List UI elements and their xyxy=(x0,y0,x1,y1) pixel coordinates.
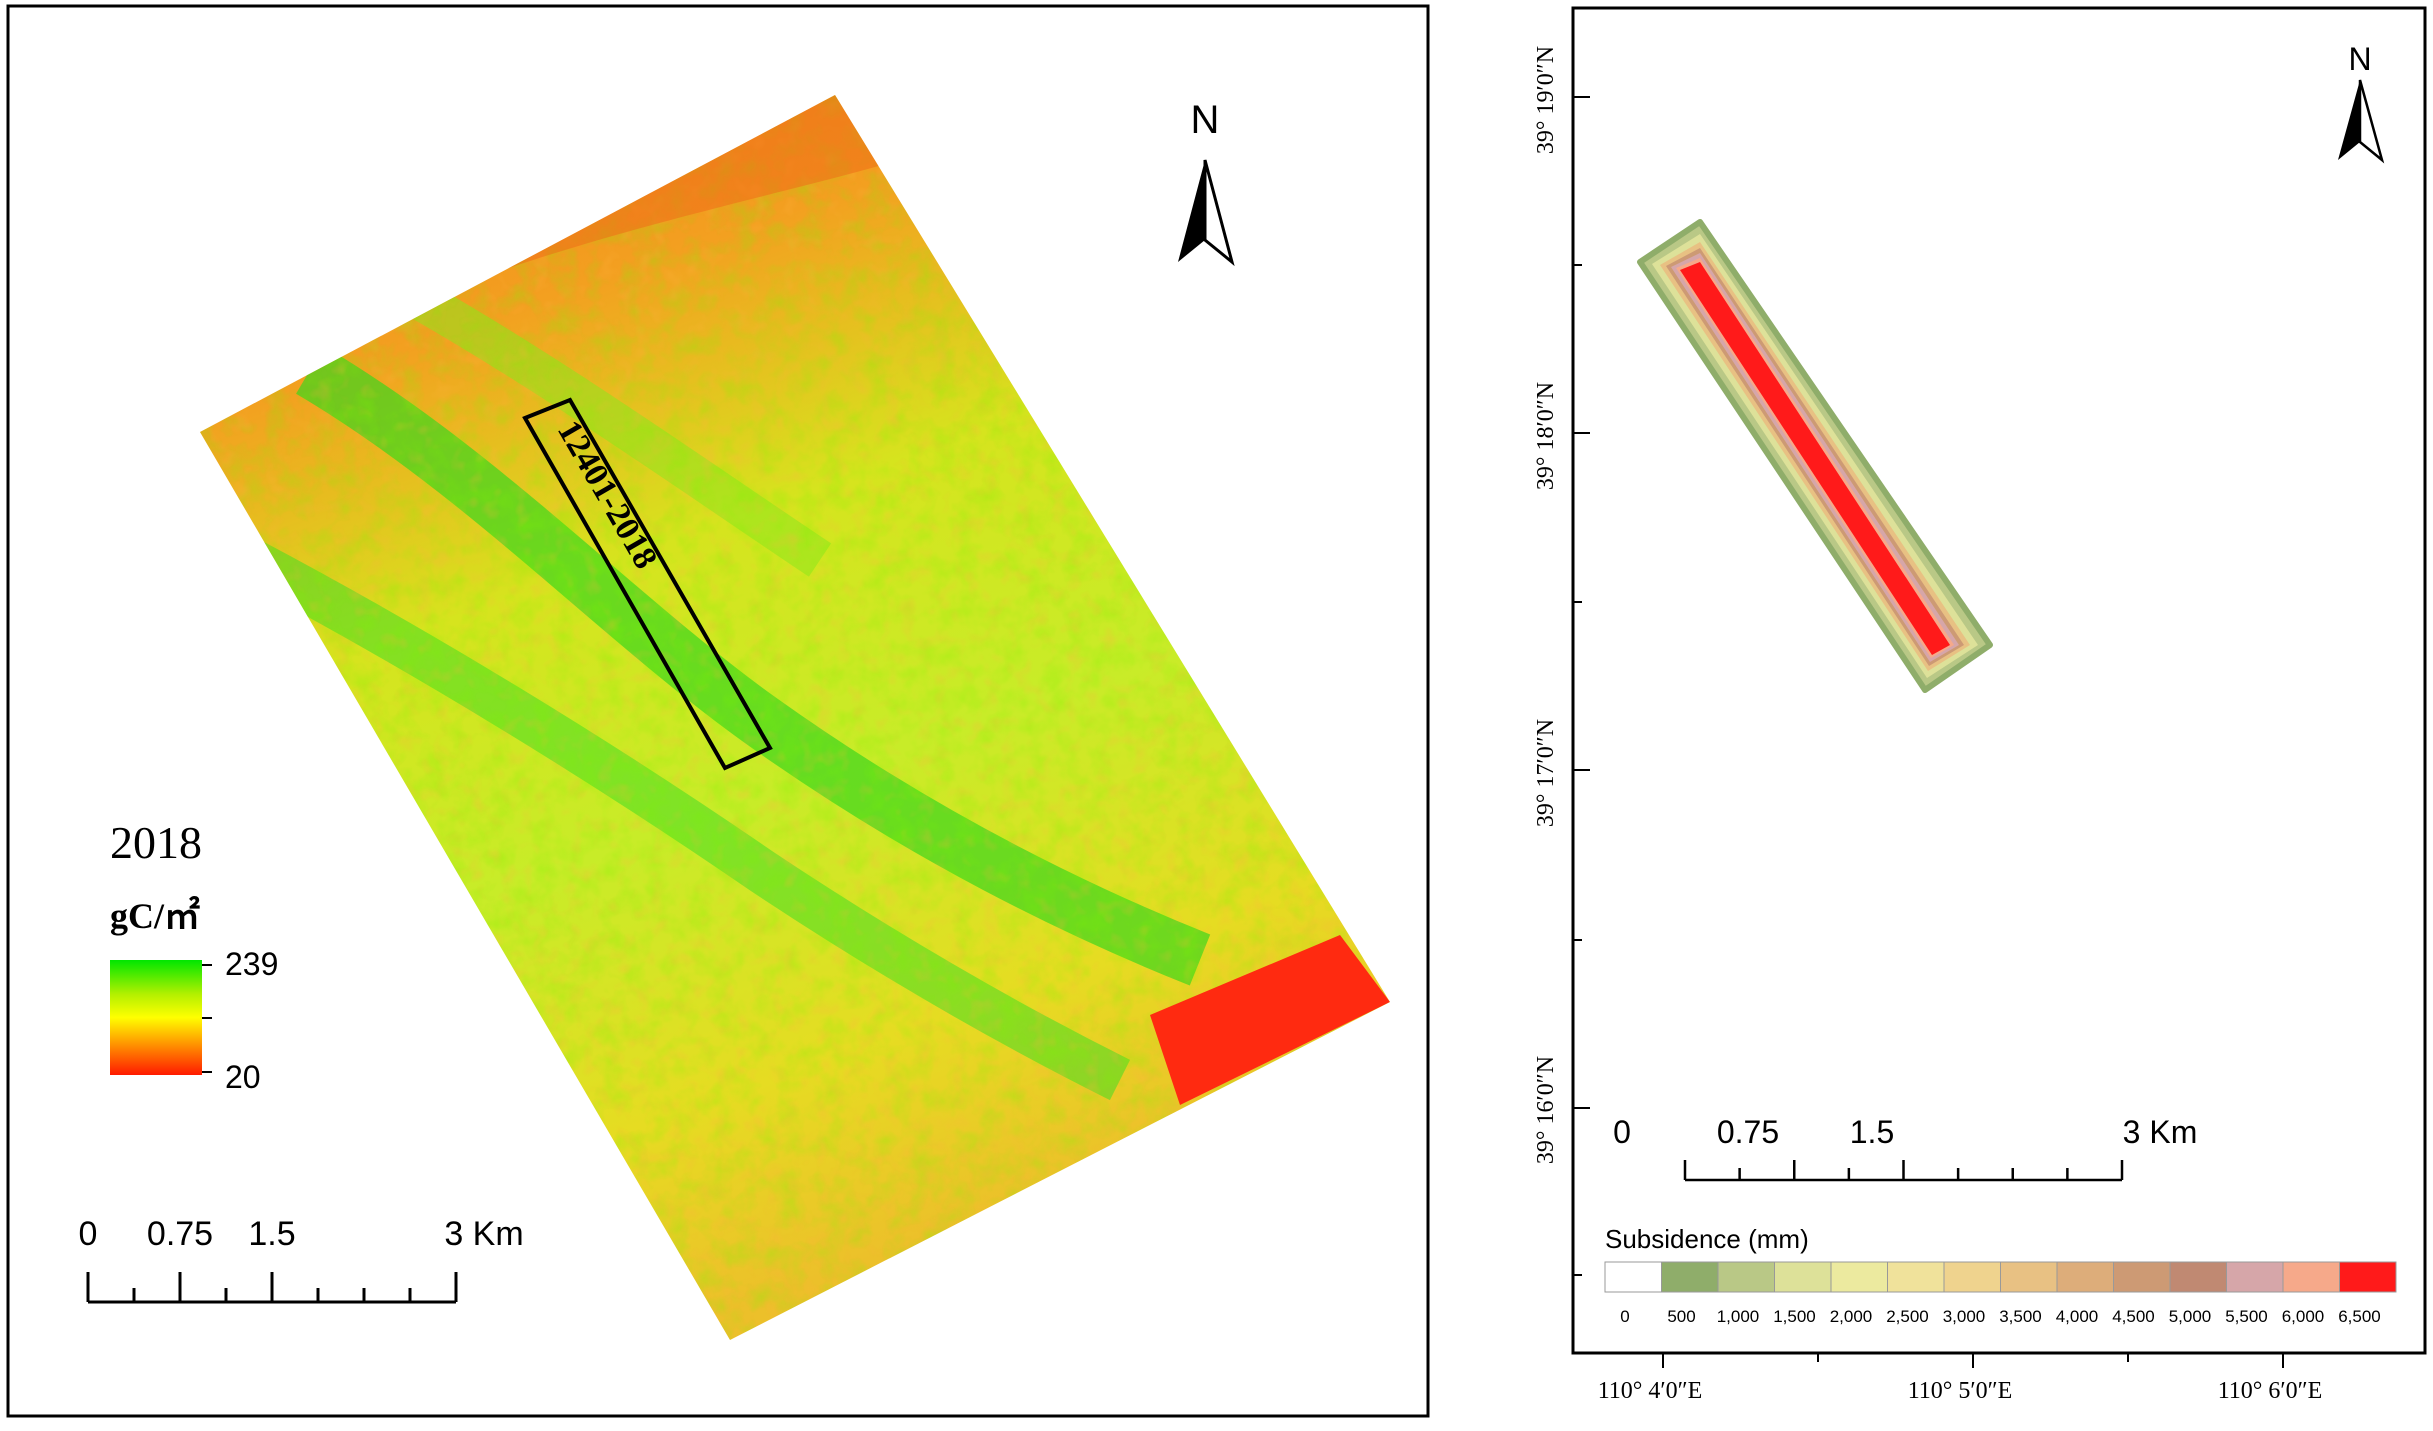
subsidence-class-label: 500 xyxy=(1667,1307,1695,1326)
left-scale-bar: 0 0.75 1.5 3 Km xyxy=(79,1215,524,1304)
subsidence-class-label: 1,000 xyxy=(1717,1307,1760,1326)
scale-tick-3: 3 Km xyxy=(444,1215,523,1253)
subsidence-class-label: 3,500 xyxy=(1999,1307,2042,1326)
subsidence-class-label: 5,000 xyxy=(2169,1307,2212,1326)
legend-year: 2018 xyxy=(110,817,202,868)
scale-tick-1: 0.75 xyxy=(147,1215,213,1253)
subsidence-class-swatch xyxy=(1774,1261,1832,1293)
subsidence-class-label: 2,500 xyxy=(1886,1307,1929,1326)
legend-min: 20 xyxy=(225,1059,261,1095)
subsidence-class-swatch xyxy=(2056,1261,2114,1293)
lon-label-1: 110° 4′0″E xyxy=(1598,1378,1703,1404)
subsidence-class-label: 4,500 xyxy=(2112,1307,2155,1326)
scale-tick-2: 1.5 xyxy=(248,1215,295,1253)
lat-label-2: 39° 18′0″N xyxy=(1533,382,1559,490)
subsidence-class-label: 6,000 xyxy=(2282,1307,2325,1326)
subsidence-class-label: 6,500 xyxy=(2338,1307,2381,1326)
subsidence-class-label: 5,500 xyxy=(2225,1307,2268,1326)
subsidence-basin xyxy=(1637,219,1993,693)
subsidence-class-label: 0 xyxy=(1620,1307,1629,1326)
subsidence-class-swatch xyxy=(2226,1261,2284,1293)
subsidence-legend: Subsidence (mm) 0 500 1,000 1,500 2,000 2,500… xyxy=(1604,1224,2397,1326)
subsidence-class-label: 2,000 xyxy=(1830,1307,1873,1326)
subsidence-class-label: 4,000 xyxy=(2056,1307,2099,1326)
subsidence-class-swatch xyxy=(2169,1261,2227,1293)
subsidence-class-swatch xyxy=(1887,1261,1945,1293)
subsidence-class-swatch xyxy=(1717,1261,1775,1293)
subsidence-class-swatch xyxy=(1661,1261,1719,1293)
subsidence-class-label: 3,000 xyxy=(1943,1307,1986,1326)
subsidence-class-swatch xyxy=(2113,1261,2171,1293)
legend-max: 239 xyxy=(225,946,278,982)
lat-label-3: 39° 17′0″N xyxy=(1533,719,1559,827)
north-label-right: N xyxy=(2348,41,2371,77)
legend-color-ramp xyxy=(110,960,202,1075)
north-label: N xyxy=(1191,98,1220,142)
north-arrow: N xyxy=(1178,98,1235,267)
subsidence-class-label: 1,500 xyxy=(1773,1307,1816,1326)
lon-label-3: 110° 6′0″E xyxy=(2218,1378,2323,1404)
longitude-axis xyxy=(1662,1353,2284,1368)
r-scale-tick-0: 0 xyxy=(1613,1114,1631,1150)
r-scale-tick-1: 0.75 xyxy=(1717,1114,1779,1150)
right-map-frame xyxy=(1571,6,2427,1355)
lat-label-1: 39° 19′0″N xyxy=(1533,46,1559,154)
gpp-legend: 2018 gC/㎡ 239 20 xyxy=(110,817,278,1095)
subsidence-legend-title: Subsidence (mm) xyxy=(1605,1224,1809,1254)
subsidence-class-swatch xyxy=(1943,1261,2001,1293)
north-arrow-right: N xyxy=(2338,41,2385,164)
scale-tick-0: 0 xyxy=(79,1215,98,1253)
legend-unit: gC/㎡ xyxy=(110,895,200,936)
r-scale-tick-2: 1.5 xyxy=(1850,1114,1894,1150)
lat-label-4: 39° 16′0″N xyxy=(1533,1056,1559,1164)
subsidence-class-swatch xyxy=(1604,1261,1662,1293)
subsidence-class-swatch xyxy=(2000,1261,2058,1293)
subsidence-class-swatch xyxy=(2282,1261,2340,1293)
subsidence-class-swatch xyxy=(1830,1261,1888,1293)
subsidence-class-swatch xyxy=(2339,1261,2397,1293)
lon-label-2: 110° 5′0″E xyxy=(1908,1378,2013,1404)
right-scale-bar: 0 0.75 1.5 3 Km xyxy=(1613,1114,2198,1182)
r-scale-tick-3: 3 Km xyxy=(2123,1114,2198,1150)
latitude-axis xyxy=(1573,96,1590,1276)
